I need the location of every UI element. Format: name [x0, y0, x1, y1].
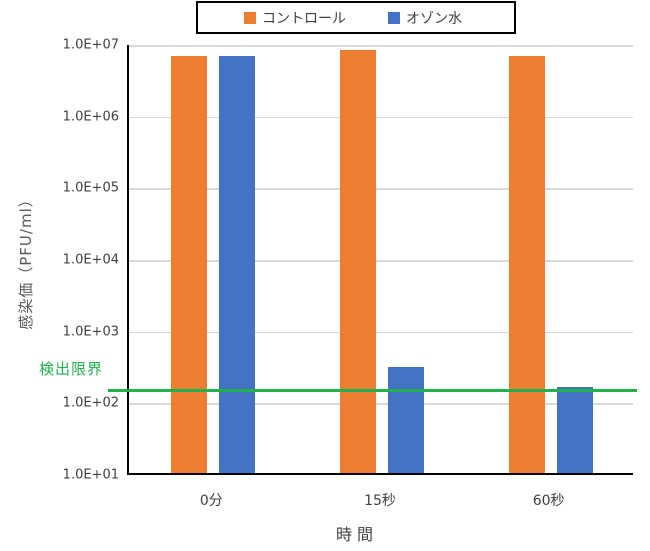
x-tick-label: 15秒	[364, 493, 396, 509]
bar-control-2	[340, 49, 376, 473]
legend-swatch-control-icon	[244, 11, 256, 24]
legend-label-ozone: オゾン水	[406, 10, 462, 27]
gridline	[129, 331, 633, 334]
y-tick-label: 1.0E+06	[62, 109, 119, 125]
legend-label-control: コントロール	[262, 10, 346, 27]
detection-limit-line	[108, 389, 637, 393]
y-tick-label: 1.0E+02	[62, 395, 119, 411]
bar-control-3	[508, 56, 545, 473]
bar-ozone-1	[219, 56, 256, 473]
gridline	[129, 45, 633, 47]
legend: コントロール オゾン水	[196, 1, 516, 34]
y-axis-title: 感染価（PFU/ml）	[10, 45, 40, 475]
y-tick-label: 1.0E+01	[62, 467, 119, 483]
gridline	[129, 403, 633, 405]
gridline	[129, 116, 633, 119]
legend-item-ozone: オゾン水	[388, 8, 462, 28]
y-axis-title-text: 感染価（PFU/ml）	[16, 190, 35, 330]
bar-ozone-3	[556, 386, 593, 473]
legend-swatch-ozone-icon	[388, 11, 400, 24]
x-tick-label: 0分	[199, 493, 223, 509]
y-tick-label: 1.0E+07	[62, 37, 119, 53]
gridline	[129, 188, 633, 190]
y-tick-label: 1.0E+05	[62, 180, 119, 196]
bar-control-1	[171, 56, 208, 473]
gridline	[129, 260, 633, 262]
y-tick-label: 1.0E+03	[62, 324, 119, 340]
y-tick-label: 1.0E+04	[62, 252, 119, 268]
x-tick-label: 60秒	[532, 493, 565, 509]
legend-item-control: コントロール	[244, 8, 346, 28]
x-axis-title: 時間	[335, 525, 379, 544]
plot-area	[127, 45, 633, 475]
detection-limit-label: 検出限界	[39, 360, 104, 378]
bar-ozone-2	[388, 367, 424, 473]
